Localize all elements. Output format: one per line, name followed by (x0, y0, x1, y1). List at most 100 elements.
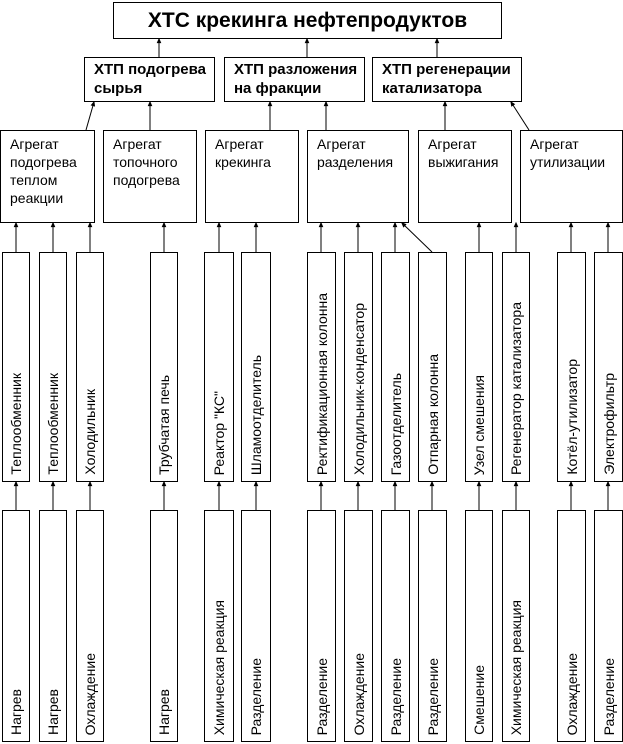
operation-box: Охлаждение (76, 510, 104, 742)
arrow-head (318, 480, 324, 487)
aggregate-label: Агрегат утилизации (530, 136, 606, 170)
apparatus-box: Электрофильтр (594, 252, 623, 482)
apparatus-label: Электрофильтр (600, 373, 617, 475)
operation-label: Разделение (387, 657, 404, 735)
operation-box: Нагрев (39, 510, 67, 742)
arrow-head (304, 37, 310, 44)
arrow-head (90, 100, 96, 107)
arrow-head (161, 480, 167, 487)
process-label: ХТП подогрева сырья (94, 61, 206, 97)
arrow-head (568, 480, 574, 487)
apparatus-label: Отпарная колонна (424, 354, 441, 475)
arrow-head (216, 221, 222, 228)
arrow-head (13, 480, 19, 487)
arrow-head (401, 222, 407, 228)
operation-label: Охлаждение (563, 652, 580, 735)
apparatus-label: Холодильник-конденсатор (350, 302, 367, 475)
operation-label: Охлаждение (82, 652, 98, 735)
arrow-head (87, 480, 93, 487)
aggregate-box-separation: Агрегат разделения (307, 130, 409, 223)
apparatus-box: Холодильник (76, 252, 104, 482)
connector-arrow (85, 101, 95, 131)
arrow-head (442, 100, 448, 107)
arrow-head (13, 221, 19, 228)
arrow-head (513, 480, 519, 487)
arrow-head (392, 480, 398, 487)
arrow-head (161, 221, 167, 228)
arrow-head (429, 480, 435, 487)
process-box-regeneration: ХТП регенерации катализатора (372, 57, 522, 102)
process-box-heating: ХТП подогрева сырья (84, 57, 215, 102)
process-label: ХТП регенерации катализатора (382, 61, 511, 97)
arrow-head (476, 480, 482, 487)
operation-label: Нагрев (45, 688, 61, 735)
arrow-head (323, 100, 329, 107)
apparatus-box: Теплообменник (39, 252, 67, 482)
process-label: ХТП разложения на фракции (234, 61, 358, 97)
apparatus-box: Холодильник-конденсатор (344, 252, 373, 482)
operation-label: Химическая реакция (508, 599, 524, 735)
aggregate-label: Агрегат крекинга (215, 136, 271, 170)
operation-box: Нагрев (2, 510, 30, 742)
apparatus-box: Шламоотделитель (241, 252, 271, 482)
aggregate-label: Агрегат топочного подогрева (113, 136, 180, 188)
apparatus-label: Газоотделитель (387, 372, 404, 475)
arrow-head (568, 221, 574, 228)
apparatus-label: Трубчатая печь (156, 375, 172, 475)
arrow-head (392, 221, 398, 228)
arrow-head (253, 480, 259, 487)
operation-box: Разделение (307, 510, 336, 742)
aggregate-box-burning: Агрегат выжигания (418, 130, 512, 223)
operation-box: Разделение (418, 510, 447, 742)
operation-box: Нагрев (150, 510, 178, 742)
apparatus-box: Узел смешения (465, 252, 493, 482)
connector-arrow (510, 101, 530, 131)
operation-label: Охлаждение (350, 652, 367, 735)
operation-label: Разделение (424, 657, 441, 735)
apparatus-label: Шламоотделитель (248, 354, 264, 475)
operation-label: Химическая реакция (211, 599, 227, 735)
arrow-head (147, 100, 153, 107)
apparatus-box: Теплообменник (2, 252, 30, 482)
arrow-head (355, 221, 361, 228)
apparatus-label: Реактор "КС" (211, 390, 227, 475)
apparatus-label: Регенератор катализатора (508, 301, 524, 475)
operation-box: Смешение (465, 510, 493, 742)
operation-box: Химическая реакция (204, 510, 234, 742)
aggregate-label: Агрегат выжигания (428, 136, 499, 170)
operation-label: Нагрев (8, 688, 24, 735)
apparatus-box: Котёл-утилизатор (557, 252, 586, 482)
arrow-head (355, 480, 361, 487)
operation-label: Разделение (248, 657, 264, 735)
operation-box: Охлаждение (557, 510, 586, 742)
aggregate-box-reaction-heating: Агрегат подогрева теплом реакции (0, 130, 95, 223)
arrow-head (216, 480, 222, 487)
operation-box: Охлаждение (344, 510, 373, 742)
operation-label: Смешение (471, 665, 487, 735)
arrow-head (605, 221, 611, 228)
aggregate-box-utilization: Агрегат утилизации (520, 130, 623, 223)
aggregate-box-cracking: Агрегат крекинга (205, 130, 299, 223)
aggregate-box-furnace-heating: Агрегат топочного подогрева (103, 130, 197, 223)
operation-label: Разделение (313, 657, 330, 735)
apparatus-box: Реактор "КС" (204, 252, 234, 482)
apparatus-label: Ректификационная колонна (313, 292, 330, 475)
operation-box: Разделение (241, 510, 271, 742)
system-title-box: ХТС крекинга нефтепродуктов (113, 2, 502, 39)
apparatus-box: Ректификационная колонна (307, 252, 336, 482)
apparatus-label: Теплообменник (45, 373, 61, 475)
aggregate-label: Агрегат разделения (317, 136, 394, 170)
arrow-head (318, 221, 324, 228)
apparatus-box: Отпарная колонна (418, 252, 447, 482)
apparatus-box: Регенератор катализатора (502, 252, 530, 482)
operation-box: Разделение (594, 510, 623, 742)
arrow-head (434, 37, 440, 44)
arrow-head (510, 100, 516, 107)
connector-arrow (401, 222, 433, 253)
operation-label: Нагрев (156, 688, 172, 735)
aggregate-label: Агрегат подогрева теплом реакции (10, 136, 77, 206)
arrow-head (156, 37, 162, 44)
process-box-decomposition: ХТП разложения на фракции (224, 57, 365, 102)
apparatus-label: Узел смешения (471, 374, 487, 475)
